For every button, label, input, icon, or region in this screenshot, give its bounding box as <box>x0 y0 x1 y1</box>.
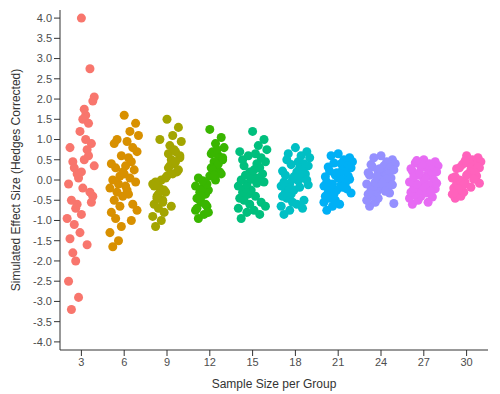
svg-text:15: 15 <box>246 356 258 368</box>
svg-text:-3.0: -3.0 <box>33 295 52 307</box>
svg-text:3: 3 <box>78 356 84 368</box>
svg-text:Simulated Effect Size (Hedges: Simulated Effect Size (Hedges Corrected) <box>9 69 23 292</box>
svg-text:0.5: 0.5 <box>37 154 52 166</box>
svg-text:6: 6 <box>121 356 127 368</box>
svg-text:2.5: 2.5 <box>37 73 52 85</box>
svg-text:18: 18 <box>289 356 301 368</box>
svg-text:3.0: 3.0 <box>37 52 52 64</box>
svg-text:2.0: 2.0 <box>37 93 52 105</box>
svg-text:27: 27 <box>418 356 430 368</box>
svg-text:-0.5: -0.5 <box>33 194 52 206</box>
svg-text:24: 24 <box>375 356 387 368</box>
svg-text:30: 30 <box>460 356 472 368</box>
svg-text:-2.5: -2.5 <box>33 275 52 287</box>
svg-text:-1.5: -1.5 <box>33 235 52 247</box>
svg-text:1.0: 1.0 <box>37 133 52 145</box>
svg-text:Sample Size per Group: Sample Size per Group <box>212 377 337 391</box>
svg-text:21: 21 <box>332 356 344 368</box>
svg-text:1.5: 1.5 <box>37 113 52 125</box>
svg-text:4.0: 4.0 <box>37 12 52 24</box>
svg-text:0.0: 0.0 <box>37 174 52 186</box>
svg-text:12: 12 <box>204 356 216 368</box>
svg-text:-1.0: -1.0 <box>33 214 52 226</box>
svg-text:9: 9 <box>164 356 170 368</box>
svg-text:-2.0: -2.0 <box>33 255 52 267</box>
svg-text:-4.0: -4.0 <box>33 336 52 348</box>
svg-text:-3.5: -3.5 <box>33 316 52 328</box>
svg-text:3.5: 3.5 <box>37 32 52 44</box>
